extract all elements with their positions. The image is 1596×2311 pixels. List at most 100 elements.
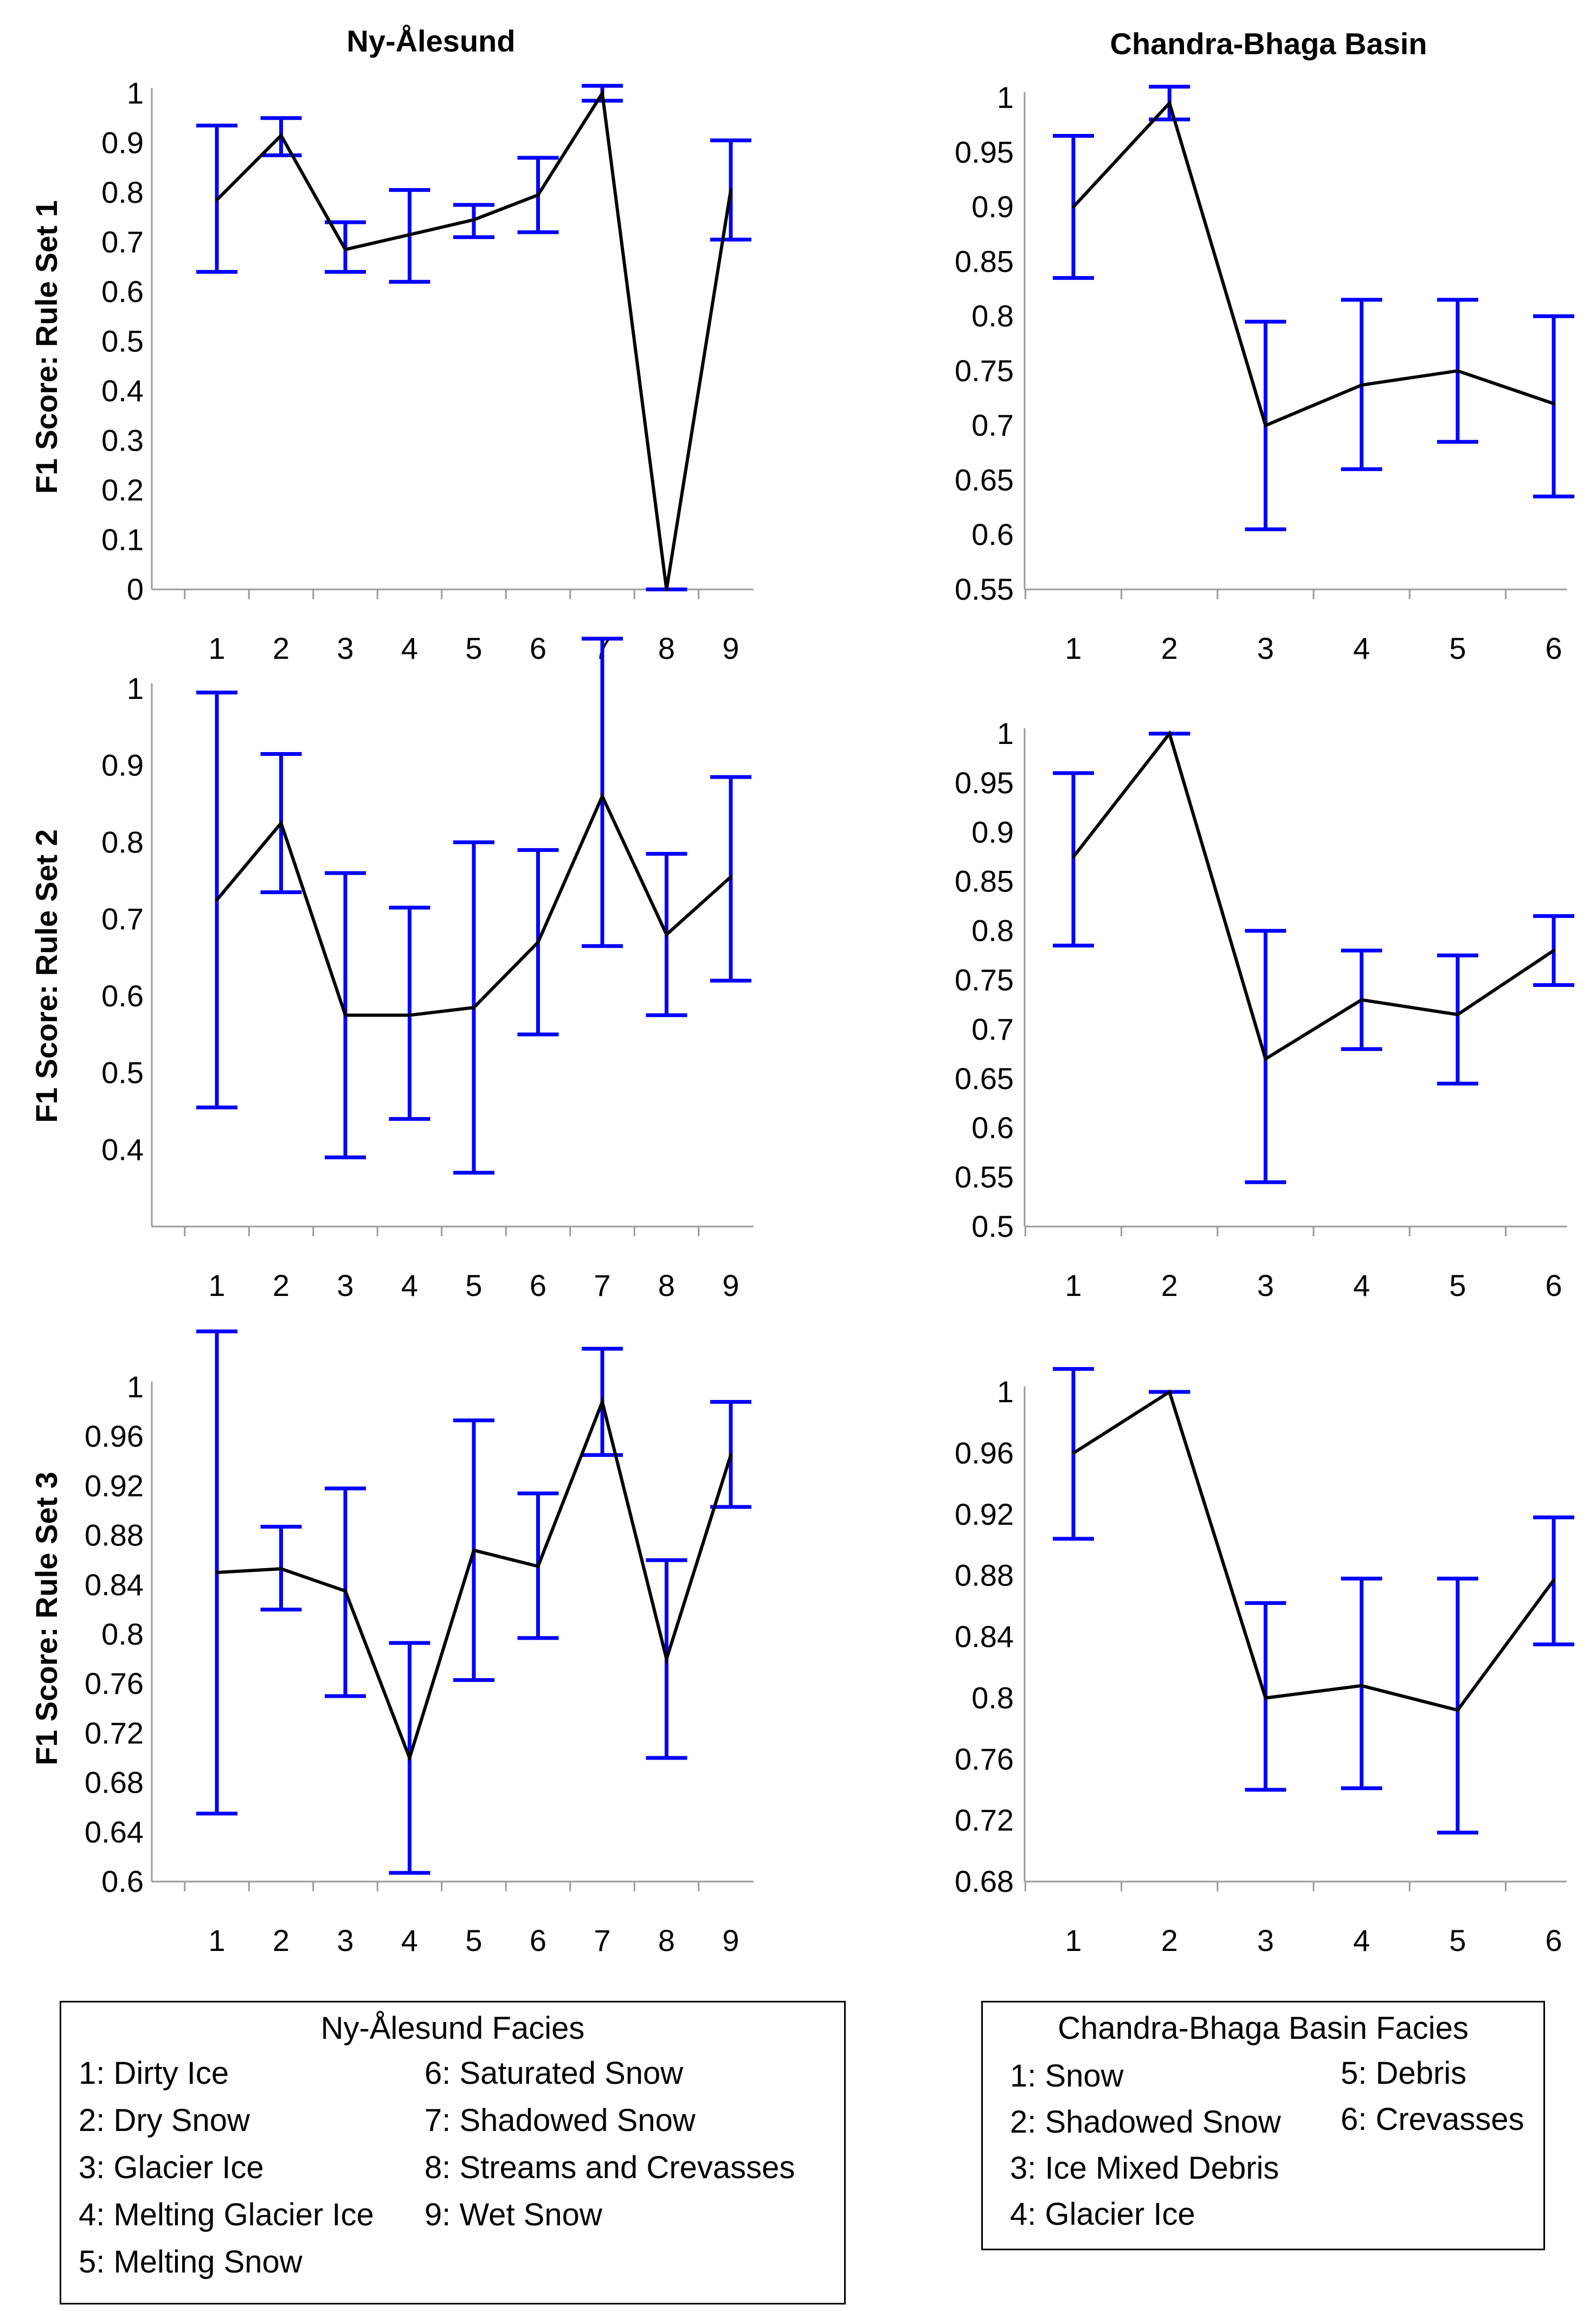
- y-tick-label: 0.65: [955, 463, 1014, 497]
- x-tick-label: 7: [594, 1923, 610, 1957]
- x-tick-label: 2: [1161, 1268, 1178, 1302]
- y-tick-label: 0.92: [955, 1497, 1014, 1531]
- x-tick-label: 8: [658, 631, 675, 665]
- x-tick-label: 3: [337, 631, 353, 665]
- y-tick-label: 0.6: [101, 274, 144, 309]
- y-tick-label: 0.4: [101, 1132, 144, 1166]
- y-tick-label: 0.9: [971, 815, 1014, 849]
- y-tick-label: 0.7: [101, 225, 144, 259]
- x-tick-label: 4: [401, 1923, 418, 1957]
- y-tick-label: 0.7: [101, 902, 144, 936]
- legend-item: 5: Debris: [1341, 2056, 1467, 2091]
- data-point: [1168, 1390, 1172, 1394]
- x-tick-label: 4: [1353, 631, 1370, 665]
- y-tick-label: 1: [997, 80, 1014, 114]
- data-point: [344, 248, 347, 252]
- y-tick-label: 0.95: [955, 766, 1014, 800]
- y-tick-label: 0.76: [85, 1666, 144, 1700]
- x-tick-label: 2: [273, 1923, 289, 1957]
- legend-title: Ny-Ålesund Facies: [320, 2011, 585, 2046]
- y-tick-label: 0.9: [971, 190, 1014, 224]
- y-tick-label: 0.8: [971, 1680, 1014, 1715]
- data-point: [1072, 855, 1075, 859]
- data-point: [344, 1589, 347, 1593]
- y-tick-label: 0.68: [955, 1864, 1014, 1898]
- y-tick-label: 0.85: [955, 864, 1014, 898]
- y-tick-label: 0.84: [955, 1620, 1014, 1654]
- x-tick-label: 1: [1065, 1923, 1082, 1957]
- x-tick-label: 5: [465, 631, 482, 665]
- x-tick-label: 6: [1545, 1268, 1562, 1302]
- x-tick-label: 9: [722, 631, 739, 665]
- data-point: [408, 1013, 411, 1017]
- data-point: [601, 92, 604, 95]
- data-point: [408, 233, 411, 236]
- y-tick-label: 0.3: [101, 423, 144, 458]
- x-tick-label: 5: [1449, 631, 1466, 665]
- x-tick-label: 5: [465, 1268, 482, 1302]
- legend-item: 1: Dirty Ice: [79, 2056, 229, 2091]
- x-tick-label: 1: [208, 1268, 225, 1302]
- y-tick-label: 0.64: [85, 1815, 144, 1849]
- x-tick-label: 3: [337, 1268, 353, 1302]
- legend-item: 3: Ice Mixed Debris: [1010, 2150, 1279, 2186]
- y-tick-label: 0.75: [955, 354, 1014, 388]
- y-tick-label: 0.5: [101, 324, 144, 358]
- y-axis-label-rule-set-2: F1 Score: Rule Set 2: [29, 829, 63, 1123]
- legend-chandra-bhaga: Chandra-Bhaga Basin Facies 1: Snow 2: Sh…: [981, 2001, 1545, 2250]
- y-tick-label: 0.6: [971, 1110, 1014, 1145]
- x-tick-label: 2: [1161, 631, 1178, 665]
- data-point: [1072, 205, 1075, 209]
- y-axis-label-rule-set-3: F1 Score: Rule Set 3: [29, 1472, 63, 1766]
- y-tick-label: 0.95: [955, 135, 1014, 169]
- chart-panel-2: 0.55 0.6 0.65 0.7 0.75 0.8 0.85 0.9 0.95 1 1 2 3 4 5 6: [955, 80, 1574, 665]
- y-tick-label: 0.7: [971, 1012, 1014, 1046]
- y-tick-label: 0.88: [955, 1558, 1014, 1593]
- legend-title: Chandra-Bhaga Basin Facies: [1058, 2011, 1469, 2046]
- x-tick-label: 6: [1545, 1923, 1562, 1957]
- x-tick-label: 7: [594, 1268, 610, 1302]
- column-title-chandra-bhaga: Chandra-Bhaga Basin: [1110, 27, 1427, 61]
- data-point: [1264, 423, 1267, 427]
- y-tick-label: 0.8: [101, 825, 144, 859]
- data-point: [1552, 948, 1555, 952]
- data-point: [472, 218, 475, 222]
- x-tick-label: 9: [722, 1923, 739, 1957]
- data-point: [279, 821, 283, 825]
- data-point: [279, 133, 283, 137]
- data-point: [536, 1564, 540, 1568]
- x-tick-label: 6: [530, 631, 546, 665]
- y-tick-label: 0.6: [971, 517, 1014, 551]
- y-tick-label: 0.75: [955, 963, 1014, 997]
- y-tick-label: 0.92: [85, 1468, 144, 1503]
- data-point: [408, 1756, 411, 1760]
- x-tick-label: 3: [1257, 1268, 1274, 1302]
- data-point: [1168, 732, 1172, 735]
- y-tick-label: 0.8: [101, 1617, 144, 1651]
- data-point: [1360, 383, 1363, 387]
- data-point: [215, 198, 218, 202]
- y-tick-label: 0.76: [955, 1742, 1014, 1776]
- x-tick-label: 5: [1449, 1923, 1466, 1957]
- x-tick-label: 2: [1161, 1923, 1178, 1957]
- data-point: [1456, 1708, 1459, 1712]
- series-line: [1072, 1389, 1555, 1712]
- data-point: [1168, 101, 1172, 105]
- y-tick-label: 0.85: [955, 244, 1014, 278]
- legend-item: 2: Shadowed Snow: [1010, 2104, 1281, 2140]
- y-tick-label: 1: [127, 76, 144, 110]
- data-point: [665, 933, 668, 936]
- y-tick-label: 0.72: [955, 1803, 1014, 1837]
- y-tick-label: 0.65: [955, 1061, 1014, 1095]
- y-tick-label: 0.6: [101, 1864, 144, 1898]
- y-tick-label: 0.7: [971, 408, 1014, 442]
- legend-item: 6: Crevasses: [1341, 2102, 1524, 2137]
- data-point: [1552, 402, 1555, 406]
- series-line: [1072, 730, 1555, 1062]
- data-point: [601, 1400, 604, 1404]
- data-point: [1456, 369, 1459, 373]
- x-tick-label: 1: [208, 631, 225, 665]
- data-point: [729, 1453, 732, 1457]
